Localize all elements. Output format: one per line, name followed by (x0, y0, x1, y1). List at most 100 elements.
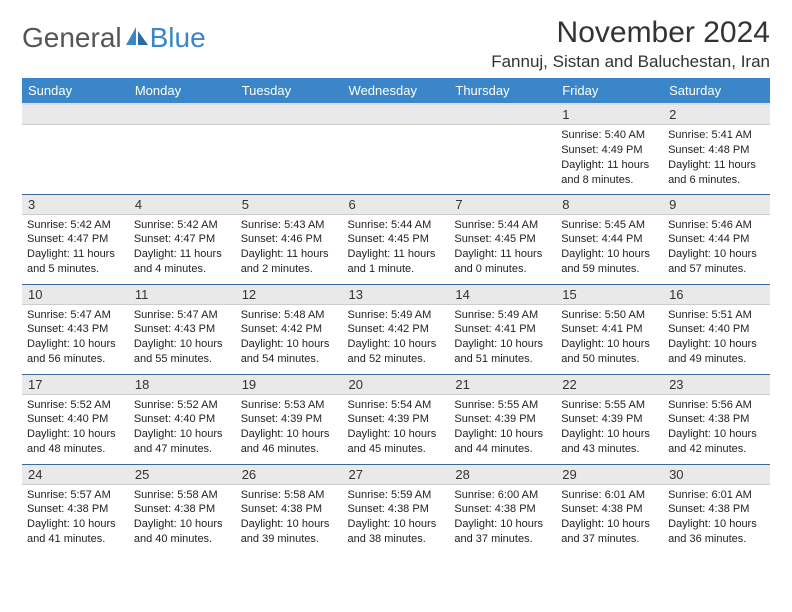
day-details: Sunrise: 5:58 AMSunset: 4:38 PMDaylight:… (236, 485, 343, 552)
weekday-header: Friday (556, 78, 663, 104)
day-details: Sunrise: 5:49 AMSunset: 4:42 PMDaylight:… (343, 305, 450, 372)
calendar-day: 22Sunrise: 5:55 AMSunset: 4:39 PMDayligh… (556, 374, 663, 464)
calendar-day: 4Sunrise: 5:42 AMSunset: 4:47 PMDaylight… (129, 194, 236, 284)
day-details: Sunrise: 5:42 AMSunset: 4:47 PMDaylight:… (129, 215, 236, 282)
day-number (449, 105, 556, 125)
day-details: Sunrise: 5:42 AMSunset: 4:47 PMDaylight:… (22, 215, 129, 282)
calendar-day: 19Sunrise: 5:53 AMSunset: 4:39 PMDayligh… (236, 374, 343, 464)
day-details: Sunrise: 5:47 AMSunset: 4:43 PMDaylight:… (129, 305, 236, 372)
calendar-day: 25Sunrise: 5:58 AMSunset: 4:38 PMDayligh… (129, 464, 236, 554)
calendar-week: 1Sunrise: 5:40 AMSunset: 4:49 PMDaylight… (22, 104, 770, 194)
day-number: 19 (236, 375, 343, 395)
calendar-day: 14Sunrise: 5:49 AMSunset: 4:41 PMDayligh… (449, 284, 556, 374)
day-number: 6 (343, 195, 450, 215)
calendar-day: 2Sunrise: 5:41 AMSunset: 4:48 PMDaylight… (663, 104, 770, 194)
day-number: 11 (129, 285, 236, 305)
day-number: 16 (663, 285, 770, 305)
day-number: 29 (556, 465, 663, 485)
day-details: Sunrise: 6:01 AMSunset: 4:38 PMDaylight:… (663, 485, 770, 552)
day-details: Sunrise: 6:00 AMSunset: 4:38 PMDaylight:… (449, 485, 556, 552)
day-number: 22 (556, 375, 663, 395)
calendar-day: 3Sunrise: 5:42 AMSunset: 4:47 PMDaylight… (22, 194, 129, 284)
calendar-day: 29Sunrise: 6:01 AMSunset: 4:38 PMDayligh… (556, 464, 663, 554)
day-number: 20 (343, 375, 450, 395)
calendar-day: 7Sunrise: 5:44 AMSunset: 4:45 PMDaylight… (449, 194, 556, 284)
calendar-day: 23Sunrise: 5:56 AMSunset: 4:38 PMDayligh… (663, 374, 770, 464)
calendar-week: 24Sunrise: 5:57 AMSunset: 4:38 PMDayligh… (22, 464, 770, 554)
calendar-day: 5Sunrise: 5:43 AMSunset: 4:46 PMDaylight… (236, 194, 343, 284)
day-number (343, 105, 450, 125)
day-number: 30 (663, 465, 770, 485)
calendar-day: 30Sunrise: 6:01 AMSunset: 4:38 PMDayligh… (663, 464, 770, 554)
calendar-day: 11Sunrise: 5:47 AMSunset: 4:43 PMDayligh… (129, 284, 236, 374)
day-details: Sunrise: 5:46 AMSunset: 4:44 PMDaylight:… (663, 215, 770, 282)
calendar-day: 1Sunrise: 5:40 AMSunset: 4:49 PMDaylight… (556, 104, 663, 194)
day-details: Sunrise: 5:45 AMSunset: 4:44 PMDaylight:… (556, 215, 663, 282)
logo-text-2: Blue (150, 22, 206, 54)
weekday-header: Wednesday (343, 78, 450, 104)
calendar-day-empty (22, 104, 129, 194)
day-number: 12 (236, 285, 343, 305)
calendar-week: 3Sunrise: 5:42 AMSunset: 4:47 PMDaylight… (22, 194, 770, 284)
calendar-day-empty (236, 104, 343, 194)
calendar-day: 8Sunrise: 5:45 AMSunset: 4:44 PMDaylight… (556, 194, 663, 284)
day-number (129, 105, 236, 125)
calendar-table: SundayMondayTuesdayWednesdayThursdayFrid… (22, 78, 770, 554)
day-details: Sunrise: 5:55 AMSunset: 4:39 PMDaylight:… (556, 395, 663, 462)
day-number: 17 (22, 375, 129, 395)
day-number: 5 (236, 195, 343, 215)
day-details: Sunrise: 5:56 AMSunset: 4:38 PMDaylight:… (663, 395, 770, 462)
logo-text-1: General (22, 22, 122, 54)
calendar-day: 27Sunrise: 5:59 AMSunset: 4:38 PMDayligh… (343, 464, 450, 554)
calendar-day: 28Sunrise: 6:00 AMSunset: 4:38 PMDayligh… (449, 464, 556, 554)
calendar-day: 21Sunrise: 5:55 AMSunset: 4:39 PMDayligh… (449, 374, 556, 464)
day-number: 10 (22, 285, 129, 305)
location: Fannuj, Sistan and Baluchestan, Iran (491, 52, 770, 72)
day-number: 26 (236, 465, 343, 485)
day-details: Sunrise: 5:49 AMSunset: 4:41 PMDaylight:… (449, 305, 556, 372)
weekday-header: Thursday (449, 78, 556, 104)
day-details: Sunrise: 5:53 AMSunset: 4:39 PMDaylight:… (236, 395, 343, 462)
calendar-day: 6Sunrise: 5:44 AMSunset: 4:45 PMDaylight… (343, 194, 450, 284)
day-number: 25 (129, 465, 236, 485)
day-number: 13 (343, 285, 450, 305)
calendar-day: 18Sunrise: 5:52 AMSunset: 4:40 PMDayligh… (129, 374, 236, 464)
day-number: 15 (556, 285, 663, 305)
header: General Blue November 2024 Fannuj, Sista… (22, 16, 770, 72)
weekday-header: Saturday (663, 78, 770, 104)
weekday-header: Monday (129, 78, 236, 104)
day-details: Sunrise: 5:52 AMSunset: 4:40 PMDaylight:… (22, 395, 129, 462)
calendar-day: 24Sunrise: 5:57 AMSunset: 4:38 PMDayligh… (22, 464, 129, 554)
day-number: 8 (556, 195, 663, 215)
day-number: 28 (449, 465, 556, 485)
day-details: Sunrise: 5:50 AMSunset: 4:41 PMDaylight:… (556, 305, 663, 372)
day-details: Sunrise: 5:41 AMSunset: 4:48 PMDaylight:… (663, 125, 770, 192)
weekday-header: Tuesday (236, 78, 343, 104)
day-number: 27 (343, 465, 450, 485)
page-title: November 2024 (491, 16, 770, 50)
calendar-day: 20Sunrise: 5:54 AMSunset: 4:39 PMDayligh… (343, 374, 450, 464)
day-number: 9 (663, 195, 770, 215)
day-details: Sunrise: 5:47 AMSunset: 4:43 PMDaylight:… (22, 305, 129, 372)
weekday-header: Sunday (22, 78, 129, 104)
day-details: Sunrise: 5:57 AMSunset: 4:38 PMDaylight:… (22, 485, 129, 552)
day-number: 3 (22, 195, 129, 215)
day-number: 14 (449, 285, 556, 305)
day-details: Sunrise: 5:40 AMSunset: 4:49 PMDaylight:… (556, 125, 663, 192)
calendar-day: 16Sunrise: 5:51 AMSunset: 4:40 PMDayligh… (663, 284, 770, 374)
calendar-day: 15Sunrise: 5:50 AMSunset: 4:41 PMDayligh… (556, 284, 663, 374)
calendar-day: 10Sunrise: 5:47 AMSunset: 4:43 PMDayligh… (22, 284, 129, 374)
day-details: Sunrise: 5:51 AMSunset: 4:40 PMDaylight:… (663, 305, 770, 372)
day-number: 23 (663, 375, 770, 395)
day-number: 21 (449, 375, 556, 395)
calendar-day: 13Sunrise: 5:49 AMSunset: 4:42 PMDayligh… (343, 284, 450, 374)
calendar-day: 9Sunrise: 5:46 AMSunset: 4:44 PMDaylight… (663, 194, 770, 284)
calendar-day: 26Sunrise: 5:58 AMSunset: 4:38 PMDayligh… (236, 464, 343, 554)
calendar-day-empty (343, 104, 450, 194)
day-details: Sunrise: 5:55 AMSunset: 4:39 PMDaylight:… (449, 395, 556, 462)
calendar-day: 17Sunrise: 5:52 AMSunset: 4:40 PMDayligh… (22, 374, 129, 464)
day-number (236, 105, 343, 125)
day-number: 2 (663, 105, 770, 125)
calendar-week: 10Sunrise: 5:47 AMSunset: 4:43 PMDayligh… (22, 284, 770, 374)
day-details: Sunrise: 6:01 AMSunset: 4:38 PMDaylight:… (556, 485, 663, 552)
